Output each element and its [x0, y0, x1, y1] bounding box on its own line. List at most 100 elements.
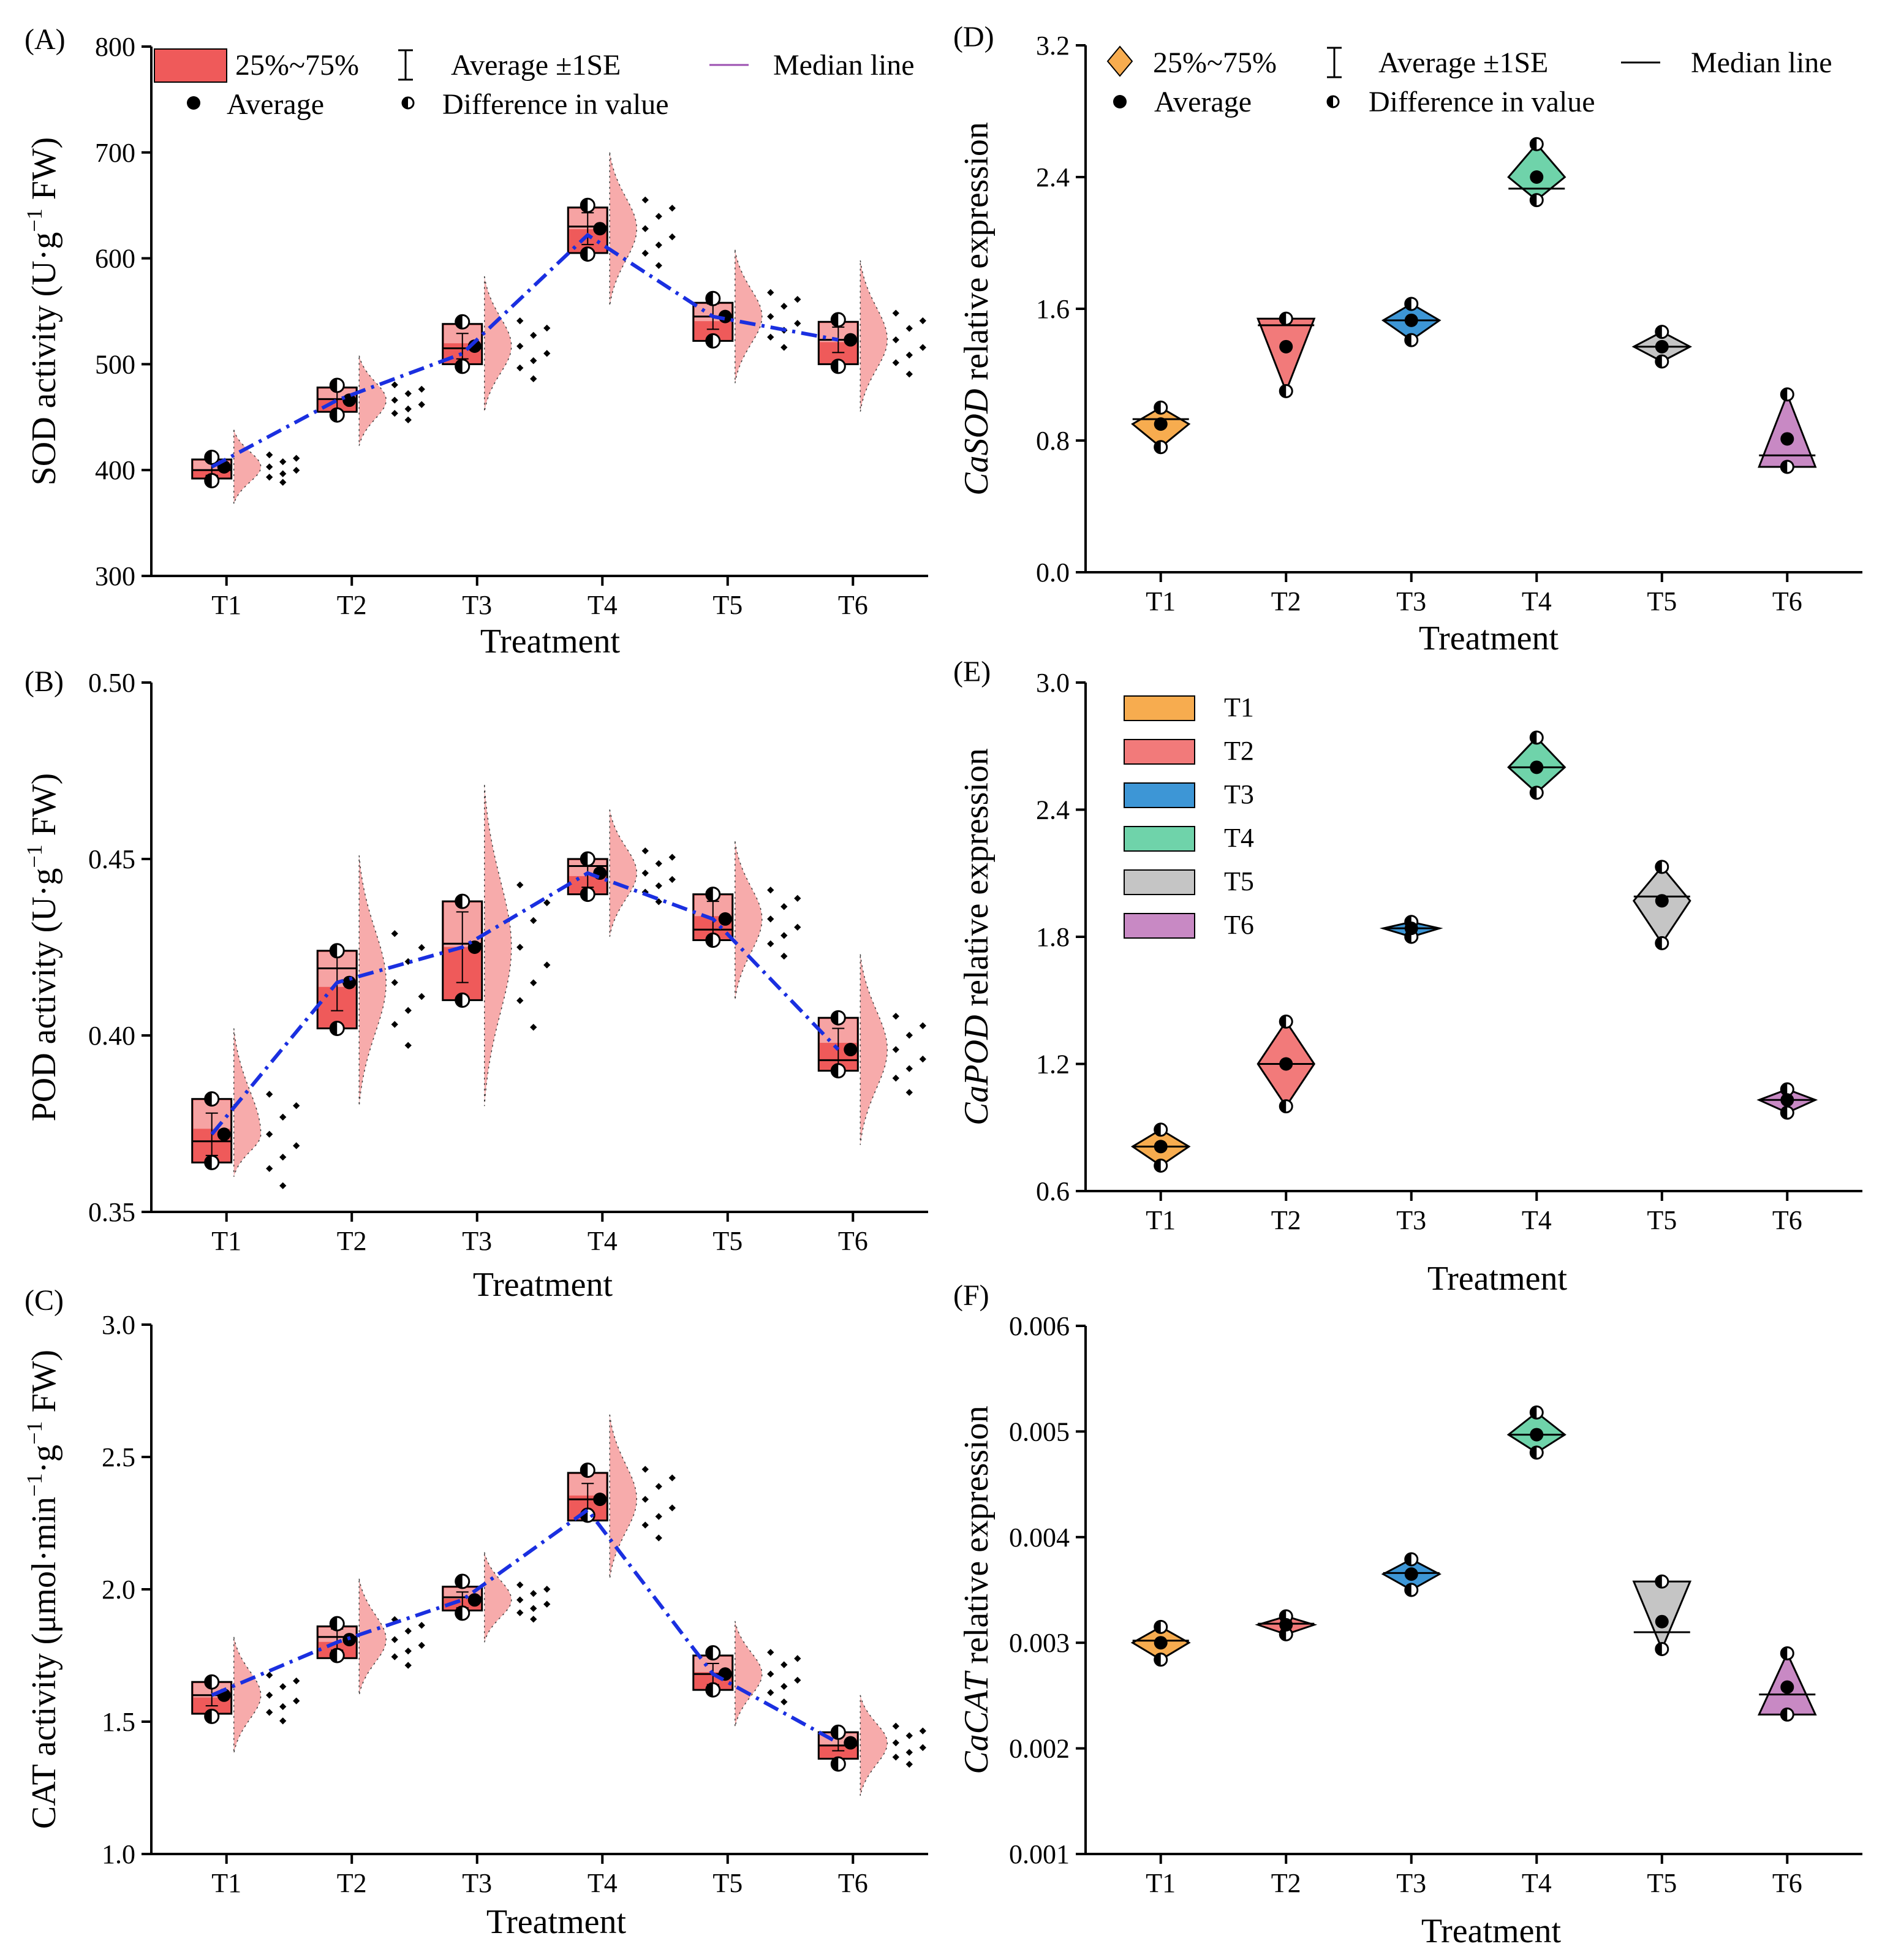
diff-low-marker [329, 1020, 345, 1036]
legend-diff-swatch [1326, 95, 1340, 108]
data-point [404, 1042, 412, 1049]
diff-high-marker [830, 1010, 846, 1026]
data-point [543, 899, 551, 907]
mean-marker [1404, 313, 1418, 327]
data-point [780, 903, 788, 910]
diff-low-marker [1279, 1099, 1293, 1114]
half-circle-fill [1655, 860, 1662, 873]
data-point [391, 930, 398, 937]
half-circle-fill [706, 1683, 713, 1697]
data-point [293, 1697, 300, 1705]
data-point [780, 1698, 788, 1706]
x-tick-label: T2 [1271, 1868, 1301, 1898]
half-circle-fill [1405, 1584, 1412, 1596]
data-point [780, 952, 788, 960]
x-tick-label: T2 [1271, 1205, 1301, 1235]
half-circle-fill [205, 1675, 212, 1689]
data-point [516, 317, 524, 325]
panel-b: 0.35 0.40 0.45 0.50 T1 T2 T3 T4 T5 T6 (B) Treatment… [22, 665, 928, 1304]
x-tick-label: T6 [1772, 1205, 1802, 1235]
data-point [404, 1648, 412, 1655]
diamond-t6 [1758, 387, 1817, 474]
x-tick-label: T1 [211, 1868, 241, 1898]
legend-label-t3: T3 [1224, 779, 1254, 809]
diff-high-marker [1529, 730, 1544, 745]
x-axis-title: Treatment [1427, 1260, 1568, 1298]
data-point [279, 479, 287, 486]
half-circle-fill [1405, 297, 1412, 310]
data-point [516, 364, 524, 372]
y-tick-label: 0.002 [1009, 1734, 1070, 1764]
half-circle-fill [1530, 1406, 1537, 1419]
data-point [543, 350, 551, 357]
half-circle-fill [1781, 1708, 1788, 1721]
diff-low-marker [1780, 1105, 1794, 1120]
y-tick-label: 0.40 [88, 1021, 135, 1051]
data-point [279, 1153, 287, 1161]
box-t3 [442, 784, 551, 1107]
violin-shape [609, 152, 638, 306]
y-tick-label: 0.006 [1009, 1311, 1070, 1341]
diamond-t2 [1257, 1014, 1316, 1114]
diff-high-marker [455, 893, 470, 909]
y-tick-label: 3.2 [1036, 31, 1070, 61]
x-tick-label: T6 [838, 1868, 868, 1898]
half-circle-fill [1154, 1123, 1161, 1136]
box-t2 [316, 855, 425, 1107]
half-circle-fill [706, 887, 713, 901]
half-circle-fill [1154, 1159, 1161, 1172]
legend-swatch-t3 [1124, 782, 1195, 808]
diamond-t2 [1257, 311, 1316, 398]
data-point [668, 233, 676, 241]
diamond-t1 [1130, 1122, 1191, 1173]
data-point [905, 1032, 913, 1039]
data-point [279, 1683, 287, 1690]
diff-high-marker [1404, 297, 1419, 311]
data-point [293, 455, 300, 462]
diff-low-marker [1529, 193, 1544, 208]
mean-marker [844, 333, 858, 347]
data-point [266, 474, 273, 481]
data-point [892, 1722, 899, 1730]
data-point [794, 895, 801, 902]
half-circle-fill [706, 1646, 713, 1660]
x-axis-title: Treatment [473, 1266, 613, 1304]
data-point [516, 944, 524, 951]
data-point [919, 1022, 926, 1029]
diamond-t4 [1507, 730, 1566, 800]
data-point [892, 1012, 899, 1020]
x-tick-label: T5 [1647, 586, 1677, 616]
y-tick-label: 2.5 [102, 1442, 135, 1472]
data-point [543, 961, 551, 969]
mean-marker [1154, 417, 1168, 431]
half-circle-fill [205, 450, 212, 464]
legend-label-t1: T1 [1224, 692, 1254, 722]
diff-high-marker [830, 312, 846, 328]
data-point [418, 401, 425, 408]
data-point [892, 336, 899, 344]
data-point [404, 1662, 412, 1669]
half-circle-fill [205, 1709, 212, 1724]
y-axis-title: CaCAT relative expression [958, 1406, 996, 1774]
half-circle-fill [1655, 1575, 1662, 1588]
diff-low-marker [580, 246, 595, 262]
data-point [892, 1075, 899, 1082]
diff-low-marker [1655, 1642, 1669, 1657]
half-circle-fill [455, 1606, 463, 1620]
data-point [767, 1689, 774, 1697]
box-t5 [692, 249, 801, 384]
x-tick-label: T2 [337, 590, 367, 620]
data-point [892, 1754, 899, 1761]
x-tick-label: T6 [1772, 1868, 1802, 1898]
data-point [641, 847, 649, 855]
data-point [641, 869, 649, 877]
x-tick-label: T4 [1522, 1205, 1552, 1235]
x-tick-label: T4 [588, 1226, 618, 1256]
data-point [655, 213, 662, 220]
diff-high-marker [455, 1573, 470, 1589]
data-point [266, 1091, 273, 1098]
data-point [794, 923, 801, 931]
data-point [780, 1661, 788, 1668]
half-circle-fill [1280, 312, 1287, 325]
diff-low-marker [705, 932, 721, 948]
